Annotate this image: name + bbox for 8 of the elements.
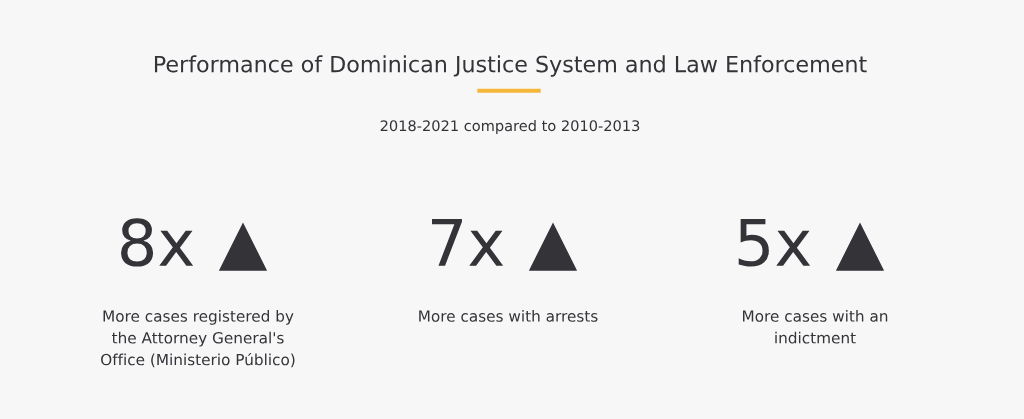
category-label: More cases with an indictment	[743, 310, 888, 344]
category-label: More cases with arrests	[419, 310, 598, 322]
data-label: 7x	[432, 219, 504, 266]
category-label: More cases registered by the Attorney General's Office (Ministerio Público)	[101, 310, 295, 368]
text: Performance of Dominican Justice System and Law Enforcement	[154, 55, 867, 77]
data-label: 5x	[738, 219, 811, 267]
data-label: 8x	[121, 218, 194, 267]
text: 2018-2021 compared to 2010-2013	[380, 119, 640, 135]
